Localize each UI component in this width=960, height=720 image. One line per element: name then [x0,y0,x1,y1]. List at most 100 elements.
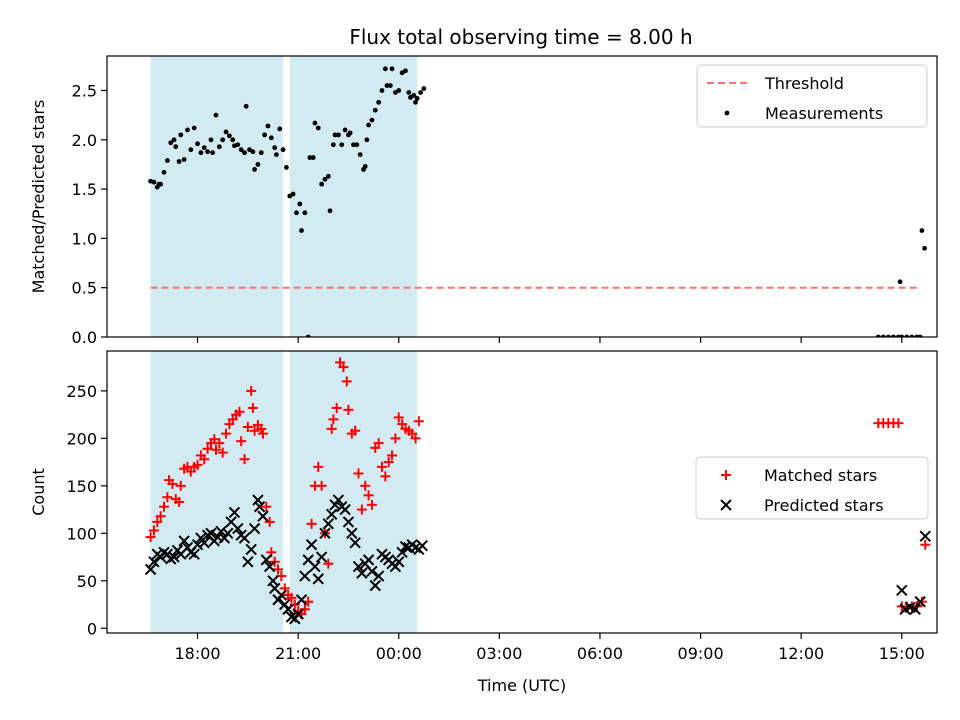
data-point [234,406,245,417]
data-point [372,107,378,113]
y-tick-label: 1.0 [72,229,97,248]
series-matched-stars [145,357,931,620]
legend-label: Matched stars [764,466,877,485]
data-point [916,596,927,607]
data-point [175,480,186,491]
data-point [342,516,355,528]
data-point [343,404,354,415]
data-point [332,494,345,506]
data-point [250,149,256,155]
data-point [188,548,200,560]
data-point [257,428,268,439]
data-point [161,169,167,175]
data-point [413,416,424,427]
data-point [322,518,335,530]
data-point [215,525,227,538]
data-point [421,86,427,91]
data-point [327,208,333,214]
shaded-interval-0 [150,351,284,633]
data-point [174,496,185,507]
data-point [272,145,278,151]
data-point [396,546,408,559]
panel-ratio: 0.0 0.5 1.0 1.5 2.0 2.5 Matched/Predicted star… [29,55,938,347]
data-point [399,540,412,553]
data-point [369,579,381,592]
data-point [216,144,222,150]
legend-box [695,456,929,520]
data-point [922,245,927,251]
y-tick-label: 1.5 [72,180,97,199]
plot-area [148,56,927,337]
data-point [920,539,931,550]
x-tick-label: 15:00 [879,644,925,663]
data-point [245,543,257,556]
data-point [406,90,412,95]
data-point [366,499,377,510]
data-point [292,608,304,620]
data-point [352,560,365,573]
data-point [261,501,272,512]
data-point [275,589,288,601]
y-tick-label: 2.5 [72,82,97,101]
data-point [238,147,244,153]
data-point [209,434,220,445]
data-point [350,425,361,436]
data-point [315,551,328,563]
data-point [263,560,276,573]
data-point [258,150,264,156]
data-point [167,478,178,489]
data-point [168,140,174,146]
panel-count: 0 50 100 150 200 250 18:00 21:00 00:00 03:00 06:00… [29,350,938,695]
data-point [356,504,367,515]
data-point [221,428,232,439]
data-point [387,450,398,461]
data-point [413,99,418,105]
shaded-interval-1 [289,351,418,633]
data-point [299,228,304,233]
x-tick-label: 06:00 [577,644,623,663]
data-point [181,157,187,162]
data-point [364,137,370,143]
data-point [341,376,352,387]
data-point [369,117,375,123]
data-point [342,127,348,133]
data-point [243,103,249,109]
data-point [914,595,926,608]
data-point [280,147,286,153]
legend-swatch [720,499,732,511]
data-point [284,165,289,170]
y-tick-label: 200 [66,429,97,448]
data-point [383,457,394,468]
x-tick-label: 18:00 [174,644,220,663]
axes-frame [106,350,938,634]
data-point [389,66,395,72]
x-tick-label: 09:00 [678,644,724,663]
data-point [239,454,250,465]
data-point [255,162,261,167]
data-point [897,279,903,285]
data-point [307,155,313,160]
data-point [338,362,349,373]
data-point [242,556,254,568]
data-point [354,142,360,148]
data-point [411,93,417,98]
data-point [248,522,261,535]
chart-title: Flux total observing time = 8.00 h [349,25,692,49]
data-point [191,125,197,131]
data-point [376,99,382,105]
data-point [366,565,378,577]
data-point [346,527,358,540]
data-point [220,137,226,143]
data-point [390,433,401,444]
data-point [262,132,268,138]
data-point [323,558,334,569]
data-point [305,538,318,551]
data-point [362,554,375,566]
data-point [162,492,173,503]
series-predicted-stars [144,494,931,625]
data-point [919,530,931,542]
data-point [151,179,157,185]
data-point [310,155,316,160]
x-tick-label: 00:00 [376,644,422,663]
